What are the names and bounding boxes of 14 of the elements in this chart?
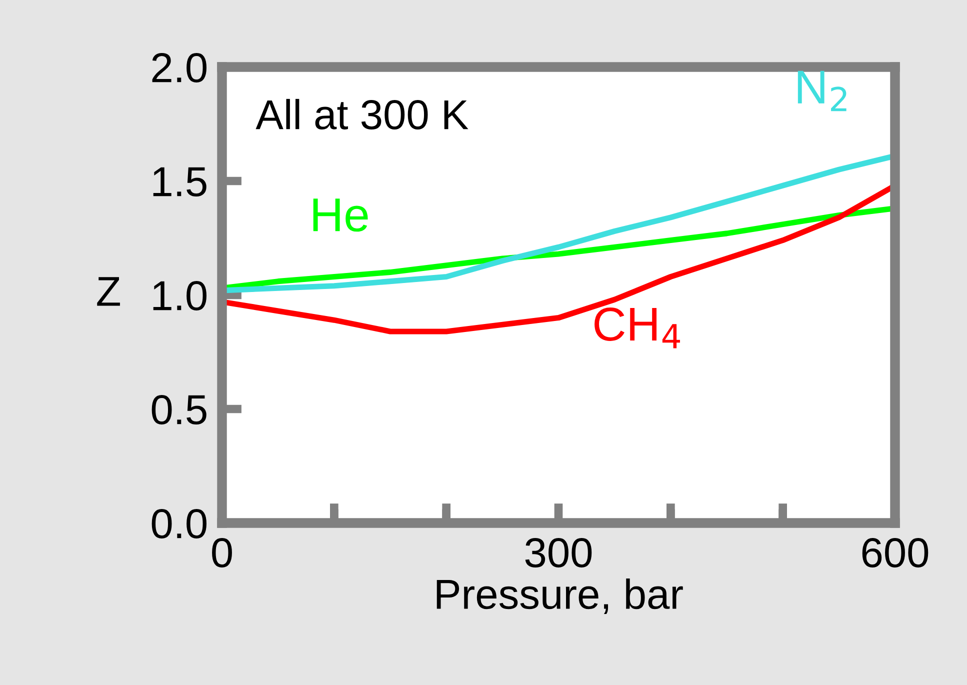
series-label: CH$_{4}$: [594, 308, 680, 348]
series-label: He: [313, 198, 368, 232]
y-tick-label: 2.0: [152, 53, 206, 83]
y-axis-title: Z: [97, 277, 120, 306]
x-tick-label: 300: [525, 538, 592, 568]
x-tick-label: 600: [862, 538, 928, 568]
y-tick-label: 0.0: [152, 509, 206, 539]
y-tick-label: 1.5: [153, 167, 206, 197]
y-tick-label: 0.5: [152, 395, 206, 425]
y-tick-label: 1.0: [153, 281, 206, 311]
series-label: N$_{2}$: [798, 70, 846, 112]
x-tick-label: 0: [212, 538, 232, 568]
annotation: All at 300 K: [256, 98, 468, 130]
x-axis-title: Pressure, bar: [436, 578, 683, 614]
